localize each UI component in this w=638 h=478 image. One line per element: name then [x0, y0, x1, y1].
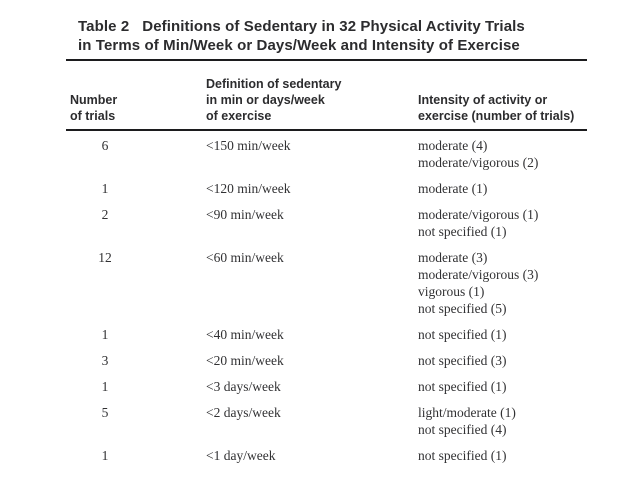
- cell-number-of-trials: 1: [101, 447, 109, 463]
- cell-definition: <60 min/week: [206, 249, 284, 265]
- header-intensity-of-activity: Intensity of activity or exercise (numbe…: [418, 93, 575, 123]
- cell-number-of-trials: 1: [101, 180, 109, 196]
- cell-intensity: not specified (1): [418, 447, 507, 463]
- table-row: 3 <20 min/week not specified (3): [66, 347, 587, 373]
- cell-intensity: not specified (1): [418, 326, 507, 342]
- table-row: 1 <3 days/week not specified (1): [66, 373, 587, 399]
- table-2-figure: Table 2 Definitions of Sedentary in 32 Ph…: [66, 17, 587, 468]
- table-row: 6 <150 min/week moderate (4) moderate/vi…: [66, 132, 587, 175]
- cell-intensity: moderate (4) moderate/vigorous (2): [418, 137, 539, 170]
- cell-definition: <40 min/week: [206, 326, 284, 342]
- cell-number-of-trials: 1: [101, 378, 109, 394]
- header-number-of-trials: Number of trials: [70, 93, 118, 123]
- header-definition-of-sedentary: Definition of sedentary in min or days/w…: [206, 77, 342, 123]
- cell-intensity: not specified (1): [418, 378, 507, 394]
- cell-definition: <120 min/week: [206, 180, 291, 196]
- table-row: 12 <60 min/week moderate (3) moderate/vi…: [66, 244, 587, 321]
- cell-intensity: moderate (1): [418, 180, 488, 196]
- table-header-row: Number of trials Definition of sedentary…: [66, 61, 587, 129]
- cell-definition: <20 min/week: [206, 352, 284, 368]
- cell-number-of-trials: 6: [101, 137, 109, 153]
- cell-intensity: moderate/vigorous (1) not specified (1): [418, 206, 539, 239]
- table-row: 1 <40 min/week not specified (1): [66, 321, 587, 347]
- table-body: 6 <150 min/week moderate (4) moderate/vi…: [66, 131, 587, 468]
- table-row: 5 <2 days/week light/moderate (1) not sp…: [66, 399, 587, 442]
- cell-definition: <1 day/week: [206, 447, 276, 463]
- cell-number-of-trials: 3: [101, 352, 109, 368]
- cell-definition: <90 min/week: [206, 206, 284, 222]
- cell-definition: <3 days/week: [206, 378, 281, 394]
- cell-number-of-trials: 1: [101, 326, 109, 342]
- cell-definition: <2 days/week: [206, 404, 281, 420]
- table-row: 1 <120 min/week moderate (1): [66, 175, 587, 201]
- cell-number-of-trials: 5: [101, 404, 109, 420]
- table-label: Table 2: [78, 18, 130, 35]
- table-header-rule: [66, 129, 587, 131]
- table-title: Table 2 Definitions of Sedentary in 32 Ph…: [78, 17, 587, 55]
- cell-number-of-trials: 12: [98, 249, 112, 265]
- table-row: 1 <1 day/week not specified (1): [66, 442, 587, 468]
- cell-number-of-trials: 2: [101, 206, 109, 222]
- table-title-text: Definitions of Sedentary in 32 Physical …: [78, 18, 525, 54]
- cell-intensity: not specified (3): [418, 352, 507, 368]
- table-row: 2 <90 min/week moderate/vigorous (1) not…: [66, 201, 587, 244]
- cell-intensity: moderate (3) moderate/vigorous (3) vigor…: [418, 249, 539, 316]
- cell-intensity: light/moderate (1) not specified (4): [418, 404, 516, 437]
- cell-definition: <150 min/week: [206, 137, 291, 153]
- table-top-rule: [66, 59, 587, 61]
